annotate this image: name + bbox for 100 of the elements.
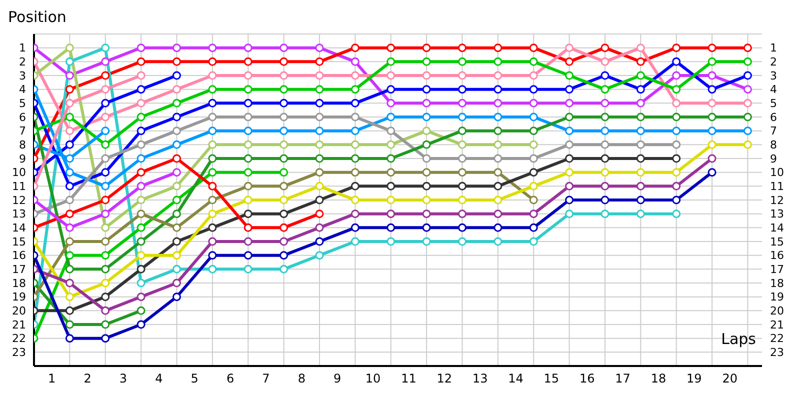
point — [350, 71, 360, 80]
point — [136, 306, 146, 315]
point — [101, 292, 110, 302]
point — [422, 98, 431, 108]
x-tick-label: 9 — [334, 372, 342, 386]
y2-tick-label: 4 — [770, 83, 777, 96]
point — [708, 154, 716, 163]
point — [101, 71, 110, 80]
point — [244, 264, 252, 274]
point — [422, 112, 431, 122]
point — [386, 196, 396, 204]
point — [101, 320, 110, 329]
y-tick-label: 8 — [19, 138, 26, 152]
point — [565, 71, 574, 80]
point — [172, 126, 181, 136]
point — [244, 196, 252, 204]
point — [315, 182, 324, 190]
point — [136, 210, 146, 218]
point — [208, 168, 217, 177]
y2-tick-label: 22 — [770, 332, 784, 346]
point — [244, 223, 252, 232]
point — [529, 126, 538, 136]
point — [172, 223, 181, 232]
point — [65, 126, 74, 136]
point — [494, 98, 502, 108]
point — [529, 98, 538, 108]
point — [458, 112, 466, 122]
point — [672, 182, 681, 190]
point — [244, 98, 252, 108]
point — [565, 57, 574, 66]
point — [280, 210, 288, 218]
point — [565, 44, 574, 52]
point — [494, 168, 502, 177]
point — [244, 85, 252, 94]
point — [422, 126, 431, 136]
point — [708, 71, 716, 80]
point — [600, 85, 610, 94]
point — [600, 196, 610, 204]
point — [494, 237, 502, 246]
point — [636, 196, 645, 204]
point — [350, 210, 360, 218]
point — [101, 154, 110, 163]
point — [136, 71, 146, 80]
point — [172, 251, 181, 260]
point — [458, 237, 466, 246]
x-tick-label: 6 — [226, 372, 234, 386]
point — [529, 154, 538, 163]
point — [565, 154, 574, 163]
y2-tick-label: 20 — [770, 304, 784, 318]
point — [350, 85, 360, 94]
point — [65, 44, 74, 52]
point — [172, 210, 181, 218]
point — [458, 44, 466, 52]
point — [315, 154, 324, 163]
point — [600, 112, 610, 122]
point — [280, 168, 288, 177]
point — [386, 44, 396, 52]
point — [65, 168, 74, 177]
point — [101, 98, 110, 108]
y-tick-label: 11 — [12, 180, 26, 194]
point — [386, 98, 396, 108]
point — [208, 182, 217, 190]
point — [386, 237, 396, 246]
point — [65, 98, 74, 108]
x-tick-label: 3 — [119, 372, 128, 386]
x-tick-label: 10 — [365, 372, 381, 386]
point — [529, 140, 538, 149]
point — [101, 57, 110, 66]
point — [136, 168, 146, 177]
point — [208, 264, 217, 274]
point — [743, 44, 752, 52]
point — [600, 168, 610, 177]
point — [743, 98, 752, 108]
y-tick-label: 18 — [12, 276, 26, 290]
point — [244, 126, 252, 136]
point — [65, 264, 74, 274]
point — [136, 126, 146, 136]
point — [280, 71, 288, 80]
point — [101, 264, 110, 274]
point — [280, 98, 288, 108]
point — [101, 334, 110, 343]
point — [458, 196, 466, 204]
point — [565, 126, 574, 136]
x-tick-label: 19 — [686, 372, 702, 386]
point — [386, 112, 396, 122]
y-tick-label: 7 — [19, 124, 26, 138]
point — [280, 182, 288, 190]
point — [386, 154, 396, 163]
point — [136, 154, 146, 163]
point — [244, 154, 252, 163]
point — [65, 182, 74, 190]
y-tick-label: 21 — [12, 318, 26, 332]
point — [65, 223, 74, 232]
point — [743, 112, 752, 122]
point — [280, 57, 288, 66]
point — [529, 112, 538, 122]
y2-tick-label: 15 — [770, 235, 784, 248]
point — [65, 292, 74, 302]
point — [529, 44, 538, 52]
y-tick-label: 4 — [19, 83, 26, 96]
